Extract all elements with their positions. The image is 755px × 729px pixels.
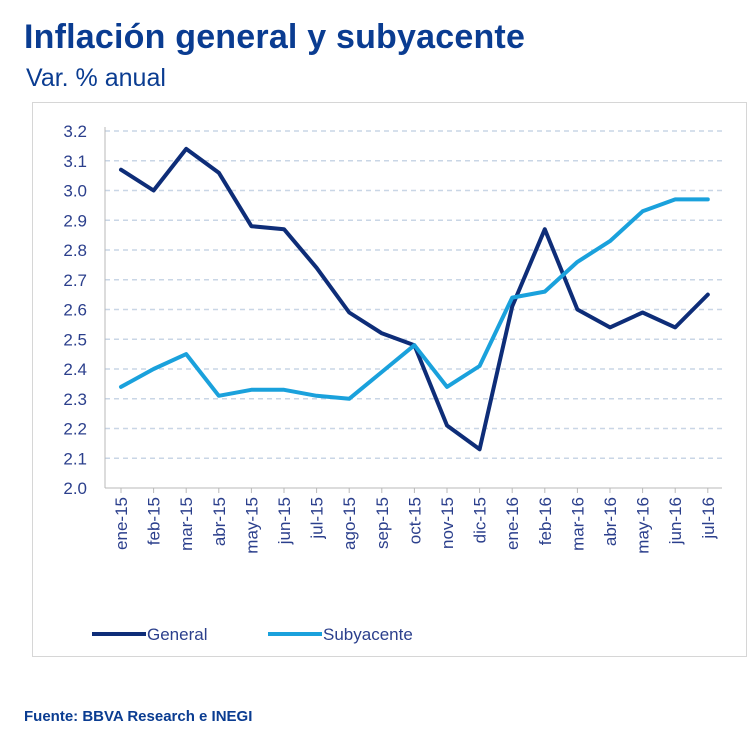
x-tick-label: feb-16	[536, 497, 555, 545]
x-tick-label: jun-15	[275, 497, 294, 545]
x-tick-label: nov-15	[438, 497, 457, 549]
y-tick-label: 2.8	[63, 241, 87, 260]
x-tick-label: abr-16	[601, 497, 620, 546]
x-tick-label: ene-16	[503, 497, 522, 550]
x-tick-label: mar-15	[177, 497, 196, 551]
source-note: Fuente: BBVA Research e INEGI	[24, 708, 253, 725]
x-tick-labels: ene-15 feb-15 mar-15 abr-15 may-15 jun-15 jul-…	[112, 497, 718, 554]
legend-label-general: General	[147, 625, 207, 644]
y-tick-labels: 3.2 3.1 3.0 2.9 2.8 2.7 2.6 2.5 2.4 2.3 2.2 2.1 2.0	[63, 122, 87, 498]
series-lines	[119, 146, 710, 452]
y-tick-label: 2.5	[63, 330, 87, 349]
x-tick-label: feb-15	[145, 497, 164, 545]
x-tick-label: ago-15	[340, 497, 359, 550]
y-tick-label: 2.7	[63, 271, 87, 290]
x-tick-label: jul-16	[699, 497, 718, 540]
x-tick-label: may-16	[634, 497, 653, 554]
x-tick-label: ene-15	[112, 497, 131, 550]
axes	[104, 127, 722, 493]
y-tick-label: 3.0	[63, 182, 87, 201]
y-tick-label: 2.9	[63, 211, 87, 230]
grid-lines	[105, 130, 722, 459]
y-tick-label: 2.0	[63, 479, 87, 498]
y-tick-label: 2.3	[63, 390, 87, 409]
x-tick-label: may-15	[242, 497, 261, 554]
series-line-general	[119, 146, 710, 452]
y-tick-label: 2.2	[63, 420, 87, 439]
y-tick-label: 2.4	[63, 360, 87, 379]
series-line-subyacente	[119, 197, 710, 401]
legend: General Subyacente	[92, 625, 413, 644]
y-tick-label: 3.2	[63, 122, 87, 141]
legend-label-subyacente: Subyacente	[323, 625, 413, 644]
x-tick-label: oct-15	[405, 497, 424, 544]
chart-frame	[32, 102, 747, 657]
chart-subtitle: Var. % anual	[26, 64, 166, 92]
x-tick-label: dic-15	[471, 497, 490, 543]
y-tick-label: 2.6	[63, 301, 87, 320]
x-tick-label: jun-16	[666, 497, 685, 545]
x-tick-label: jul-15	[308, 497, 327, 540]
x-tick-label: mar-16	[568, 497, 587, 551]
y-tick-label: 2.1	[63, 449, 87, 468]
y-tick-label: 3.1	[63, 152, 87, 171]
x-tick-label: sep-15	[373, 497, 392, 549]
chart-title: Inflación general y subyacente	[24, 18, 526, 56]
x-tick-label: abr-15	[210, 497, 229, 546]
